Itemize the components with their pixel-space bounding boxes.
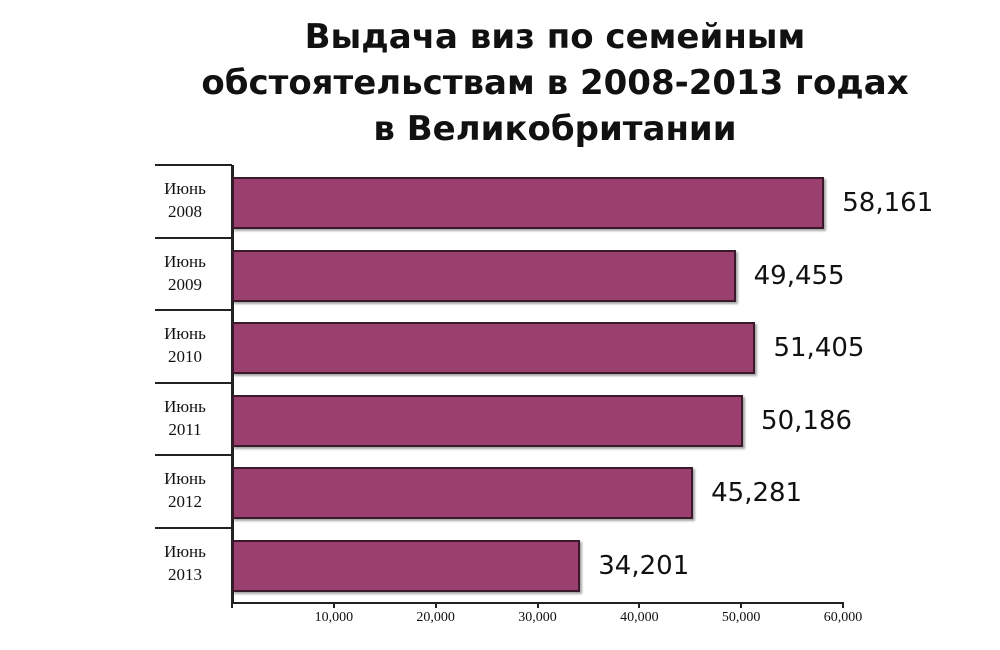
y-tick-label: Июнь 2012	[164, 469, 206, 512]
x-axis-tick	[231, 602, 233, 608]
value-label: 58,161	[842, 188, 934, 219]
x-tick	[740, 602, 743, 608]
y-tick-label: Июнь 2010	[164, 324, 206, 367]
row-separator	[155, 526, 232, 529]
y-tick-label: Июнь 2009	[164, 251, 206, 294]
y-tick-label: Июнь 2008	[164, 179, 206, 222]
x-tick-label: 30,000	[518, 610, 557, 625]
y-tick-label: Июнь 2011	[164, 396, 206, 439]
bar	[232, 394, 744, 447]
bar	[232, 539, 581, 592]
y-tick-label: Июнь 2013	[164, 541, 206, 584]
x-tick-label: 10,000	[314, 610, 354, 625]
value-label: 50,186	[761, 405, 853, 436]
x-tick	[536, 602, 539, 608]
x-tick	[434, 602, 437, 608]
row-separator	[155, 309, 232, 311]
value-label: 45,281	[711, 478, 803, 509]
bar	[232, 177, 825, 230]
x-tick	[638, 602, 641, 608]
x-tick-label: 50,000	[721, 610, 761, 625]
value-label: 34,201	[598, 550, 690, 581]
x-tick-label: 20,000	[416, 610, 455, 625]
x-tick-label: 60,000	[823, 610, 863, 625]
chart-title: Выдача виз по семейным обстоятельствам в…	[201, 17, 909, 149]
x-tick-label: 40,000	[620, 610, 659, 625]
bar	[232, 467, 694, 520]
x-tick	[842, 602, 844, 608]
row-separator	[155, 236, 232, 239]
value-label: 51,405	[773, 333, 865, 364]
bar	[232, 322, 756, 375]
row-separator	[155, 164, 232, 166]
y-axis-line	[231, 165, 234, 604]
value-label: 49,455	[753, 260, 845, 291]
row-separator	[155, 454, 232, 456]
row-separator	[155, 381, 232, 384]
bar	[232, 249, 736, 302]
x-tick	[332, 602, 335, 608]
